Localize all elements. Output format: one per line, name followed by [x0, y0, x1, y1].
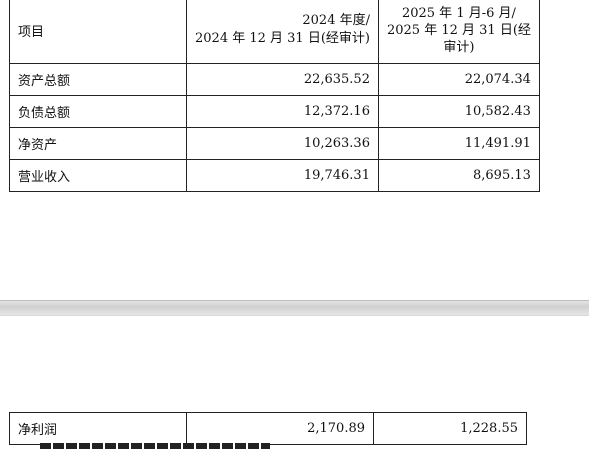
- row-value-2025: 10,582.43: [377, 95, 540, 128]
- row-value-2025: 22,074.34: [377, 63, 540, 96]
- row-value-2025: 1,228.55: [373, 412, 527, 445]
- table-row: 净利润 2,170.89 1,228.55: [9, 412, 527, 445]
- cropped-text-line: [40, 443, 270, 449]
- row-value-2024: 10,263.36: [186, 127, 379, 160]
- table-row: 净资产 10,263.36 11,491.91: [9, 127, 540, 160]
- header-period-2025: 2025 年 1 月-6 月/ 2025 年 12 月 31 日(经 审计): [377, 0, 540, 64]
- row-label: 净利润: [9, 412, 187, 445]
- table-row: 负债总额 12,372.16 10,582.43: [9, 95, 540, 128]
- row-label: 负债总额: [9, 95, 187, 128]
- table-header-row: 项目 2024 年度/ 2024 年 12 月 31 日(经审计) 2025 年…: [9, 0, 540, 64]
- header-period-2025-line2: 2025 年 12 月 31 日(经: [386, 22, 531, 38]
- financial-table-continued: 净利润 2,170.89 1,228.55: [9, 412, 527, 445]
- row-value-2025: 8,695.13: [377, 159, 540, 192]
- row-value-2024: 22,635.52: [186, 63, 379, 96]
- row-label: 资产总额: [9, 63, 187, 96]
- header-period-2025-line1: 2025 年 1 月-6 月/: [401, 5, 516, 21]
- row-value-2024: 19,746.31: [186, 159, 379, 192]
- row-value-2024: 12,372.16: [186, 95, 379, 128]
- header-period-2024-line2: 2024 年 12 月 31 日(经审计): [195, 31, 370, 46]
- row-label: 净资产: [9, 127, 187, 160]
- row-value-2024: 2,170.89: [186, 412, 374, 445]
- table-row: 营业收入 19,746.31 8,695.13: [9, 159, 540, 192]
- row-label: 营业收入: [9, 159, 187, 192]
- header-item: 项目: [9, 0, 187, 64]
- table-row: 资产总额 22,635.52 22,074.34: [9, 63, 540, 96]
- header-period-2025-line3: 审计): [443, 39, 475, 55]
- header-period-2024-line1: 2024 年度/: [302, 13, 370, 28]
- financial-table: 项目 2024 年度/ 2024 年 12 月 31 日(经审计) 2025 年…: [9, 0, 540, 192]
- header-period-2024: 2024 年度/ 2024 年 12 月 31 日(经审计): [186, 0, 379, 64]
- page-break-divider: [0, 300, 589, 316]
- row-value-2025: 11,491.91: [377, 127, 540, 160]
